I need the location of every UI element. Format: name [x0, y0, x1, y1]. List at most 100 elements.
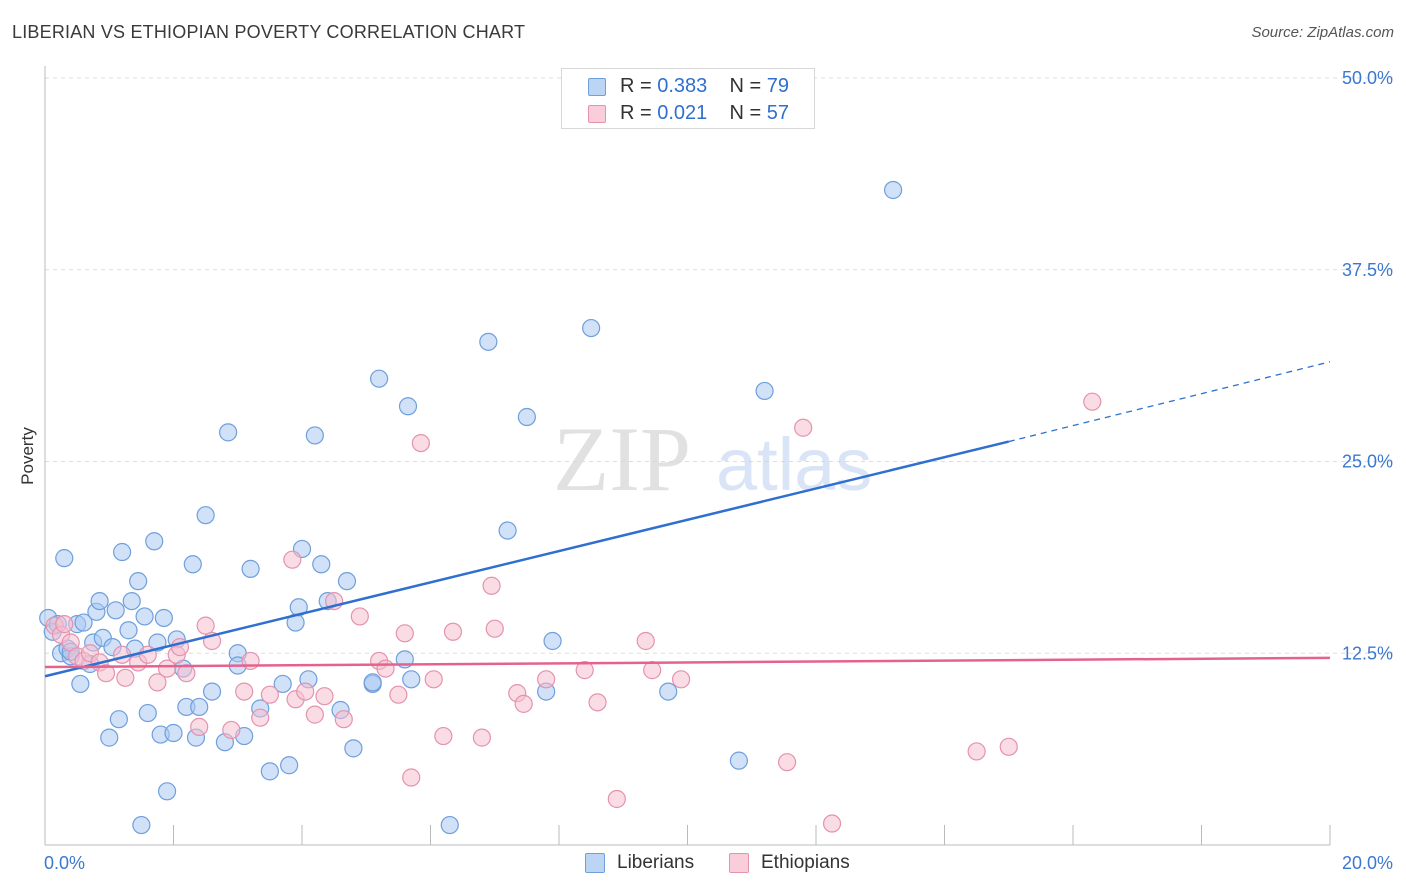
ethiopian-point-58	[999, 737, 1018, 756]
liberian-point-62	[370, 369, 389, 388]
ethiopian-point-26	[283, 550, 302, 569]
watermark-atlas: atlas	[716, 423, 872, 506]
bottom-ethiopians-label: Ethiopians	[761, 852, 850, 873]
liberian-point-56	[312, 555, 331, 574]
liberians-trend-extension	[1008, 361, 1331, 443]
ethiopian-point-44	[482, 576, 501, 595]
liberians-r-label: R =	[620, 75, 652, 97]
liberian-point-77	[363, 673, 382, 692]
y-axis-label: Poverty	[18, 427, 37, 485]
liberian-point-25	[135, 607, 154, 626]
liberian-point-27	[145, 532, 164, 551]
liberian-point-38	[190, 697, 209, 717]
liberian-point-20	[119, 621, 138, 640]
liberian-point-40	[202, 682, 222, 701]
x-tick-label-min: 0.0%	[44, 853, 85, 873]
ethiopian-point-42	[443, 622, 463, 641]
liberian-point-59	[337, 572, 357, 591]
liberian-point-18	[109, 710, 128, 729]
liberian-point-13	[90, 591, 109, 611]
ethiopians-trend-line	[44, 656, 1331, 669]
ethiopian-point-29	[305, 705, 324, 724]
liberian-point-32	[164, 723, 183, 743]
ethiopian-point-33	[350, 607, 369, 626]
ethiopians-n-value: 57	[766, 102, 790, 124]
y-tick-label-2: 37.5%	[1342, 260, 1393, 280]
liberian-point-55	[305, 426, 324, 445]
ethiopian-point-22	[235, 682, 254, 701]
liberian-point-75	[755, 381, 774, 401]
ethiopian-point-14	[157, 659, 177, 678]
ethiopian-point-41	[434, 726, 453, 746]
ethiopian-point-57	[967, 742, 986, 761]
chart-title: LIBERIAN VS ETHIOPIAN POVERTY CORRELATIO…	[12, 22, 526, 42]
liberian-point-50	[280, 756, 299, 775]
tick-labels: 12.5% 25.0% 37.5% 50.0% 0.0% 20.0%	[44, 68, 1393, 873]
ethiopian-point-43	[472, 728, 491, 747]
liberian-point-69	[517, 407, 536, 427]
liberians-swatch	[588, 78, 606, 96]
liberian-point-68	[498, 521, 517, 540]
y-tick-label-0: 12.5%	[1342, 643, 1393, 663]
liberian-point-17	[106, 601, 125, 620]
correlation-legend: R = 0.383 N = 79 R = 0.021 N = 57	[561, 68, 815, 129]
ethiopian-point-24	[251, 708, 270, 727]
liberian-point-67	[479, 332, 498, 351]
liberian-point-74	[729, 751, 749, 770]
liberian-point-26	[138, 703, 157, 723]
ethiopian-point-48	[537, 670, 556, 689]
ethiopian-point-10	[116, 668, 135, 687]
ethiopian-point-2	[55, 615, 74, 634]
liberian-point-49	[273, 674, 292, 694]
liberian-point-24	[132, 815, 151, 835]
liberian-point-19	[112, 542, 132, 562]
ethiopians-n-label: N =	[729, 102, 762, 124]
ethiopian-point-21	[222, 720, 241, 740]
ethiopian-point-38	[402, 768, 421, 787]
ethiopian-point-19	[196, 616, 215, 635]
liberian-point-15	[100, 728, 119, 747]
ethiopians-r-label: R =	[620, 102, 652, 124]
liberian-point-9	[74, 613, 93, 632]
ethiopian-point-53	[643, 661, 662, 680]
ethiopian-point-28	[296, 682, 315, 701]
liberian-point-21	[122, 591, 141, 611]
ethiopian-point-51	[607, 789, 626, 809]
y-tick-label-3: 50.0%	[1342, 68, 1393, 88]
axes	[44, 66, 1331, 846]
bottom-ethiopians-swatch	[729, 853, 749, 873]
ethiopians-r-value: 0.021	[657, 102, 708, 124]
ethiopian-point-54	[671, 670, 691, 689]
ethiopian-point-17	[177, 664, 196, 683]
ethiopian-point-59	[1083, 392, 1102, 411]
ethiopian-point-40	[424, 670, 443, 689]
liberian-point-8	[71, 674, 90, 694]
liberian-point-60	[344, 739, 363, 758]
source-label: Source: ZipAtlas.com	[1251, 24, 1394, 41]
ethiopian-point-60	[794, 418, 813, 437]
ethiopian-point-50	[588, 693, 607, 712]
ethiopian-point-25	[260, 685, 279, 704]
liberians-trend-line	[44, 440, 1010, 678]
liberian-point-30	[154, 608, 173, 628]
bottom-liberians-label: Liberians	[617, 852, 695, 873]
ethiopian-point-36	[389, 685, 408, 704]
ethiopian-point-45	[485, 619, 504, 638]
liberian-point-72	[582, 318, 601, 338]
ethiopian-point-13	[148, 673, 167, 692]
ethiopian-point-18	[190, 717, 209, 736]
liberians-n-value: 79	[766, 75, 790, 97]
ethiopian-point-8	[96, 664, 116, 683]
liberian-point-46	[241, 559, 260, 578]
liberian-point-31	[157, 782, 177, 801]
watermark: ZIP atlas	[553, 408, 872, 510]
liberian-point-23	[129, 572, 148, 591]
ethiopian-point-37	[395, 624, 414, 643]
ethiopian-point-55	[777, 753, 797, 772]
liberian-point-39	[196, 506, 215, 525]
ethiopian-point-32	[334, 710, 353, 729]
ethiopian-point-56	[822, 814, 842, 833]
trend-lines	[44, 361, 1331, 678]
ethiopian-point-49	[575, 661, 594, 680]
